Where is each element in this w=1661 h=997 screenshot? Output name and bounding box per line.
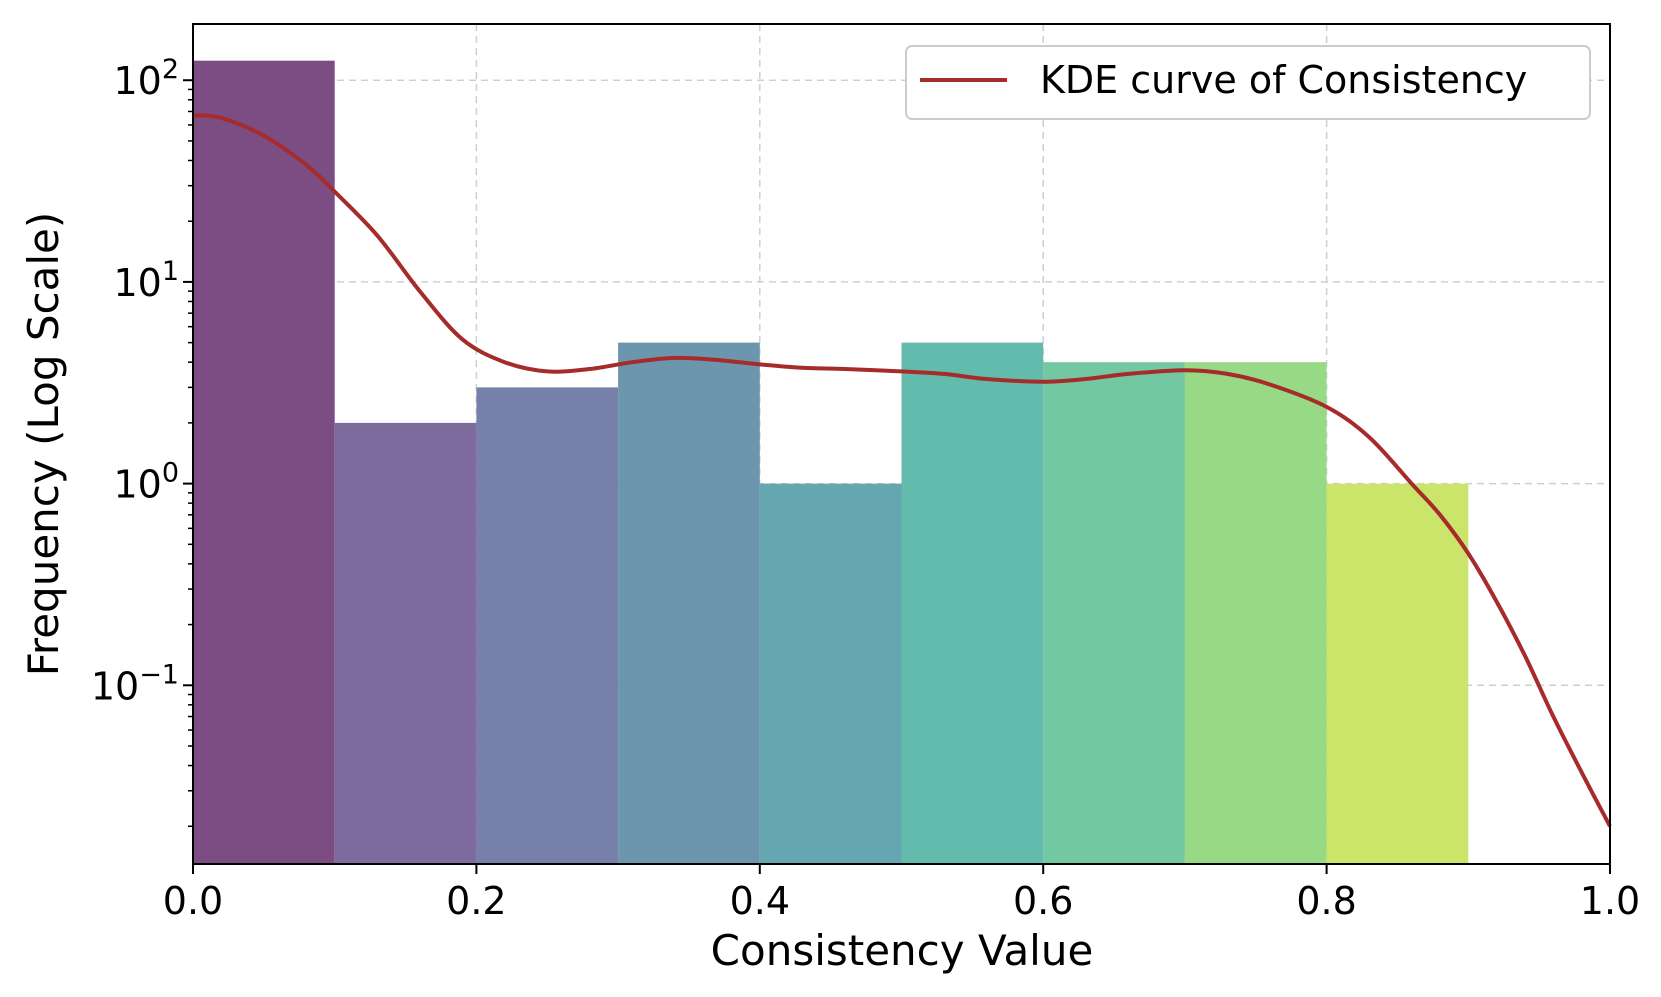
legend-label: KDE curve of Consistency bbox=[1040, 58, 1527, 102]
histogram-bar-0 bbox=[193, 60, 335, 864]
legend: KDE curve of Consistency bbox=[905, 45, 1591, 120]
legend-box bbox=[905, 45, 1591, 120]
x-tick-label-5: 1.0 bbox=[1580, 879, 1640, 923]
histogram-bar-8 bbox=[1326, 483, 1469, 864]
x-tick-label-3: 0.6 bbox=[1013, 879, 1073, 923]
y-tick-base: 10 bbox=[113, 59, 161, 103]
y-tick-base: 10 bbox=[91, 664, 139, 708]
histogram-bar-3 bbox=[618, 342, 760, 864]
histogram-bar-5 bbox=[901, 342, 1044, 864]
kde-curve-layer bbox=[192, 113, 1612, 828]
y-tick-exponent: −1 bbox=[139, 659, 179, 690]
y-tick-label-0: 102 bbox=[113, 54, 179, 103]
histogram-bars bbox=[193, 60, 1469, 864]
y-tick-label-1: 101 bbox=[113, 256, 179, 305]
x-axis-title: Consistency Value bbox=[711, 926, 1094, 975]
histogram-bar-2 bbox=[476, 387, 619, 864]
x-tick-label-0: 0.0 bbox=[163, 879, 223, 923]
axis-ticks bbox=[183, 79, 1611, 874]
y-tick-exponent: 0 bbox=[162, 458, 179, 489]
x-tick-label-1: 0.2 bbox=[446, 879, 506, 923]
y-axis-title: Frequency (Log Scale) bbox=[19, 212, 68, 676]
y-tick-exponent: 2 bbox=[162, 54, 179, 85]
y-tick-exponent: 1 bbox=[162, 256, 179, 287]
histogram-bar-4 bbox=[759, 483, 902, 864]
y-tick-base: 10 bbox=[113, 463, 161, 507]
x-tick-labels: 0.0 0.2 0.4 0.6 0.8 1.0 bbox=[163, 879, 1640, 923]
kde-curve-line bbox=[192, 113, 1612, 828]
y-tick-label-3: 10−1 bbox=[91, 659, 179, 708]
histogram-bar-1 bbox=[334, 422, 477, 864]
y-tick-label-2: 100 bbox=[113, 458, 179, 507]
x-tick-label-2: 0.4 bbox=[730, 879, 790, 923]
histogram-bar-6 bbox=[1043, 362, 1185, 864]
histogram-bar-7 bbox=[1184, 362, 1327, 864]
x-tick-label-4: 0.8 bbox=[1296, 879, 1356, 923]
plot-frame bbox=[192, 23, 1611, 865]
y-tick-base: 10 bbox=[113, 261, 161, 305]
